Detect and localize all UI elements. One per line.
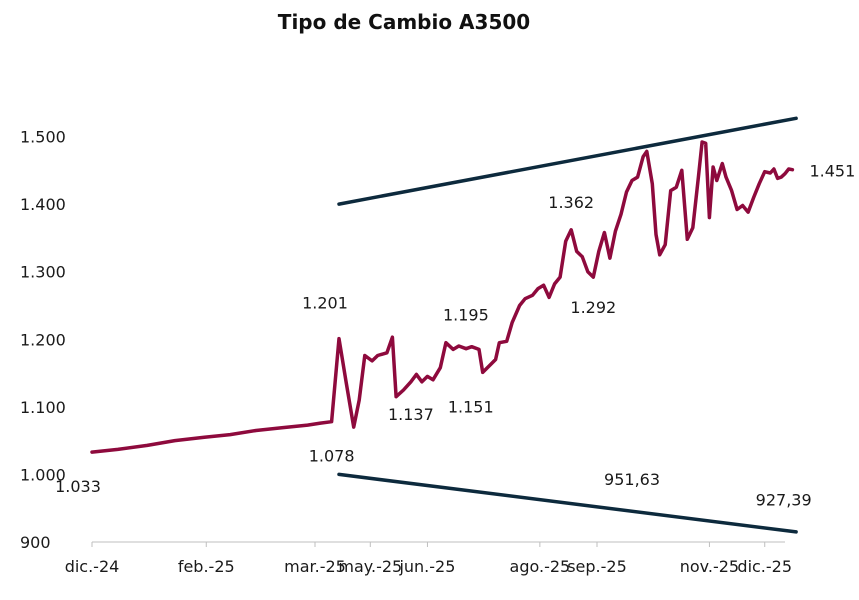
y-tick-label: 1.300: [20, 263, 66, 282]
x-tick-label: nov.-25: [680, 557, 739, 576]
data-label: 1.151: [448, 397, 494, 416]
lower-band-line: [337, 472, 798, 534]
x-tick-label: feb.-25: [178, 557, 235, 576]
x-tick-label: dic.-25: [737, 557, 792, 576]
y-tick-label: 1.400: [20, 195, 66, 214]
data-label: 1.292: [570, 298, 616, 317]
y-tick-label: 1.000: [20, 465, 66, 484]
data-label: 927,39: [756, 490, 812, 509]
x-tick-label: jun.-25: [398, 557, 455, 576]
x-tick-label: sep.-25: [567, 557, 627, 576]
x-tick-label: may.-25: [338, 557, 402, 576]
y-tick-label: 1.200: [20, 330, 66, 349]
data-label: 1.137: [388, 405, 434, 424]
data-label: 1.451: [809, 162, 855, 181]
exchange-rate-line: [90, 140, 795, 454]
x-tick-label: ago.-25: [510, 557, 571, 576]
series-layer: [90, 116, 798, 534]
x-tick-label: mar.-25: [284, 557, 346, 576]
data-label: 1.362: [548, 193, 594, 212]
data-label: 1.201: [302, 294, 348, 313]
chart-title: Tipo de Cambio A3500: [277, 10, 531, 34]
data-label: 1.078: [309, 447, 355, 466]
y-tick-label: 900: [20, 533, 51, 552]
y-axis: 900 1.000 1.100 1.200 1.300 1.400 1.500: [20, 128, 66, 552]
data-label: 1.195: [443, 306, 489, 325]
annotations: 1.033 1.078 1.201 1.137 1.195 1.151 1.362 1.292…: [55, 162, 855, 510]
x-tick-label: dic.-24: [65, 557, 120, 576]
data-label: 1.033: [55, 477, 101, 496]
y-tick-label: 1.500: [20, 128, 66, 147]
y-tick-label: 1.100: [20, 398, 66, 417]
data-label: 951,63: [604, 470, 660, 489]
upper-band-line: [337, 116, 798, 206]
